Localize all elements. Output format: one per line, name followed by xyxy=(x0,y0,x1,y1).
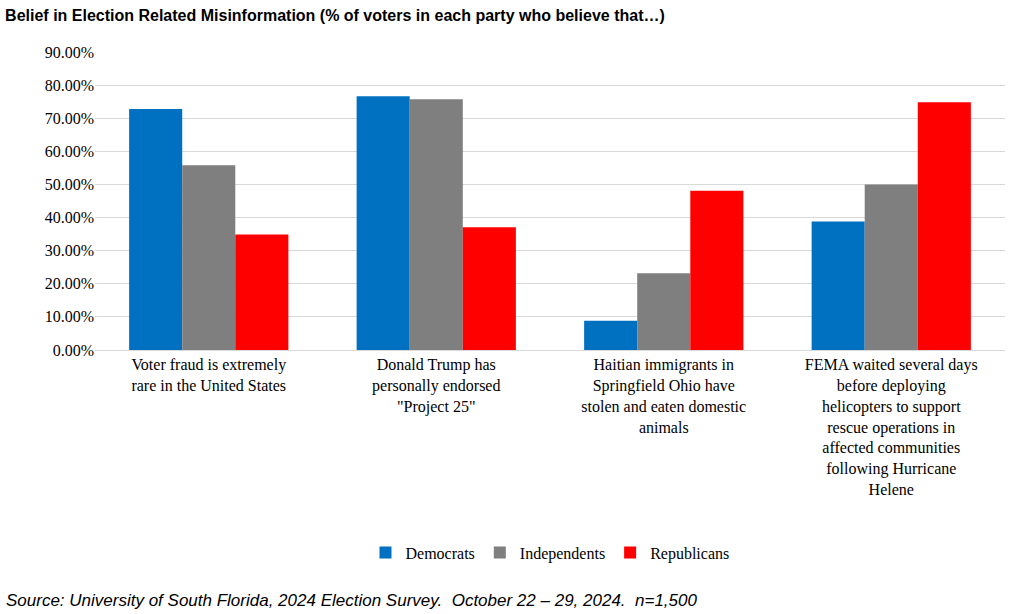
svg-text:Voter fraud is extremelyrare i: Voter fraud is extremelyrare in the Unit… xyxy=(131,356,286,394)
svg-text:40.00%: 40.00% xyxy=(45,209,94,226)
svg-text:70.00%: 70.00% xyxy=(45,110,94,127)
svg-text:60.00%: 60.00% xyxy=(45,143,94,160)
svg-text:Belief in Election Related Mis: Belief in Election Related Misinformatio… xyxy=(5,7,665,24)
svg-text:Democrats: Democrats xyxy=(406,545,475,562)
svg-text:Haitian immigrants inSpringfie: Haitian immigrants inSpringfield Ohio ha… xyxy=(581,356,746,435)
svg-text:FEMA waited several daysbefore: FEMA waited several daysbefore deploying… xyxy=(805,356,978,498)
svg-text:Donald Trump haspersonally end: Donald Trump haspersonally endorsed"Proj… xyxy=(372,356,500,416)
svg-text:Republicans: Republicans xyxy=(650,545,729,563)
svg-text:Independents: Independents xyxy=(520,545,605,563)
svg-text:0.00%: 0.00% xyxy=(53,342,94,359)
svg-text:80.00%: 80.00% xyxy=(45,77,94,94)
svg-text:10.00%: 10.00% xyxy=(45,308,94,325)
svg-text:90.00%: 90.00% xyxy=(45,44,94,61)
svg-text:50.00%: 50.00% xyxy=(45,176,94,193)
svg-text:30.00%: 30.00% xyxy=(45,242,94,259)
svg-text:Source: University of South Fl: Source: University of South Florida, 202… xyxy=(6,591,697,610)
svg-text:20.00%: 20.00% xyxy=(45,275,94,292)
